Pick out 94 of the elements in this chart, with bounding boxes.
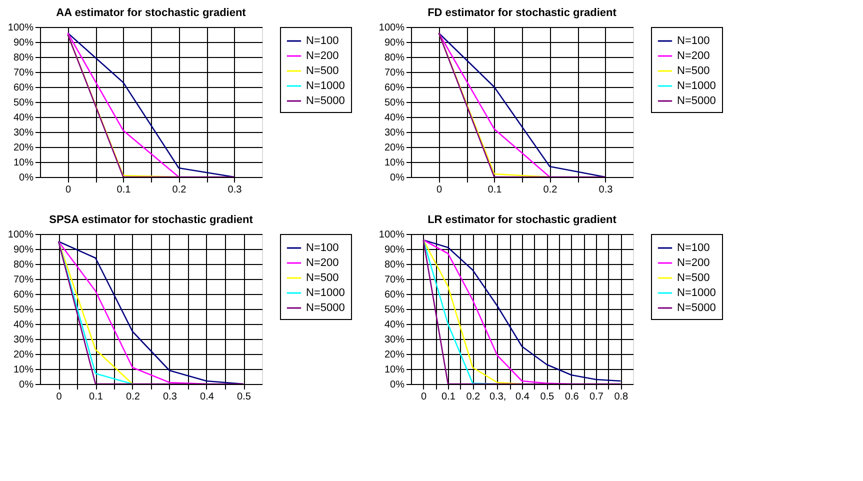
y-tick-label: 40% [384,320,405,330]
legend-label: N=200 [306,50,339,62]
chart-title: AA estimator for stochastic gradient [56,7,246,19]
x-tick-label: 0.1 [442,392,456,402]
y-tick-label: 90% [384,244,405,256]
y-tick-label: 0% [19,380,34,390]
chart-title: FD estimator for stochastic gradient [428,7,617,19]
x-tick-label: 0.2 [126,392,140,402]
legend-label: N=200 [677,50,710,62]
y-tick-label: 100% [8,230,34,240]
y-tick-label: 30% [13,334,34,346]
x-tick-label: 0.3 [598,184,614,196]
legend-label: N=5000 [677,302,716,314]
y-tick-label: 90% [13,244,34,256]
legend-label: N=5000 [306,95,345,107]
x-tick-label: 0 [56,392,62,402]
legend-label: N=1000 [306,287,345,299]
line-series [58,240,244,384]
y-tick-label: 100% [8,22,34,34]
y-tick-label: 80% [384,260,405,270]
y-tick-label: 90% [13,38,34,48]
x-tick-label: 0 [65,184,72,196]
legend-label: N=1000 [677,287,716,299]
legend-label: N=200 [306,257,339,269]
chart-title: SPSA estimator for stochastic gradient [49,214,254,226]
legend-label: N=500 [677,272,710,284]
legend-label: N=1000 [306,80,345,92]
legend-label: N=500 [306,272,339,284]
legend-label: N=500 [677,65,710,77]
x-tick-label: 0.4 [200,392,214,402]
y-tick-label: 100% [378,230,405,240]
y-tick-label: 10% [13,364,34,376]
x-tick-label: 0.3 [228,184,242,196]
y-tick-label: 20% [384,142,405,154]
x-tick-label: 0.1 [116,184,132,196]
y-tick-label: 20% [384,350,405,360]
y-tick-label: 0% [390,172,405,184]
x-tick-label: 0.3, [489,392,506,402]
x-tick-label: 0.3 [163,392,178,402]
y-tick-label: 40% [13,112,34,124]
x-tick-label: 0.6 [564,392,580,402]
x-tick-label: 0.1 [488,184,502,196]
x-tick-label: 0.2 [172,184,187,196]
y-tick-label: 50% [384,304,405,316]
legend-label: N=5000 [306,302,345,314]
y-tick-label: 30% [384,128,405,138]
y-tick-label: 10% [13,158,34,168]
legend-label: N=100 [677,242,710,254]
x-tick-label: 0.8 [614,392,629,402]
y-tick-label: 60% [13,82,34,94]
x-tick-label: 0 [421,392,428,402]
y-tick-label: 0% [390,380,405,390]
y-tick-label: 70% [384,274,405,286]
x-tick-label: 0.2 [543,184,558,196]
legend-label: N=5000 [677,95,716,107]
y-tick-label: 0% [19,172,34,184]
legend-label: N=500 [306,65,339,77]
y-tick-label: 10% [384,158,405,168]
y-tick-label: 60% [384,290,405,300]
y-tick-label: 60% [384,82,405,94]
y-tick-label: 50% [13,98,34,108]
x-tick-label: 0.5 [540,392,555,402]
y-tick-label: 30% [384,334,405,346]
x-tick-label: 0.2 [466,392,481,402]
x-tick-label: 0.1 [89,392,104,402]
y-tick-label: 30% [13,128,34,138]
legend-label: N=100 [677,35,710,47]
y-tick-label: 70% [13,274,34,286]
y-tick-label: 50% [384,98,405,108]
y-tick-label: 70% [13,68,34,78]
y-tick-label: 20% [13,350,34,360]
y-tick-label: 80% [384,52,405,64]
y-tick-label: 90% [384,38,405,48]
chart-title: LR estimator for stochastic gradient [428,214,617,226]
y-tick-label: 40% [384,112,405,124]
x-tick-label: 0.4 [516,392,530,402]
legend-label: N=200 [677,257,710,269]
y-tick-label: 10% [384,364,405,376]
x-tick-label: 0.7 [590,392,604,402]
y-tick-label: 60% [13,290,34,300]
y-tick-label: 100% [378,22,405,34]
line-series [422,239,523,384]
line-series [438,32,606,177]
y-tick-label: 80% [13,52,34,64]
y-tick-label: 50% [13,304,34,316]
y-tick-label: 20% [13,142,34,154]
legend-label: N=100 [306,35,339,47]
y-tick-label: 70% [384,68,405,78]
x-tick-label: 0.5 [237,392,252,402]
y-tick-label: 40% [13,320,34,330]
x-tick-label: 0 [436,184,442,196]
legend-label: N=1000 [677,80,716,92]
y-tick-label: 80% [13,260,34,270]
legend-label: N=100 [306,242,339,254]
